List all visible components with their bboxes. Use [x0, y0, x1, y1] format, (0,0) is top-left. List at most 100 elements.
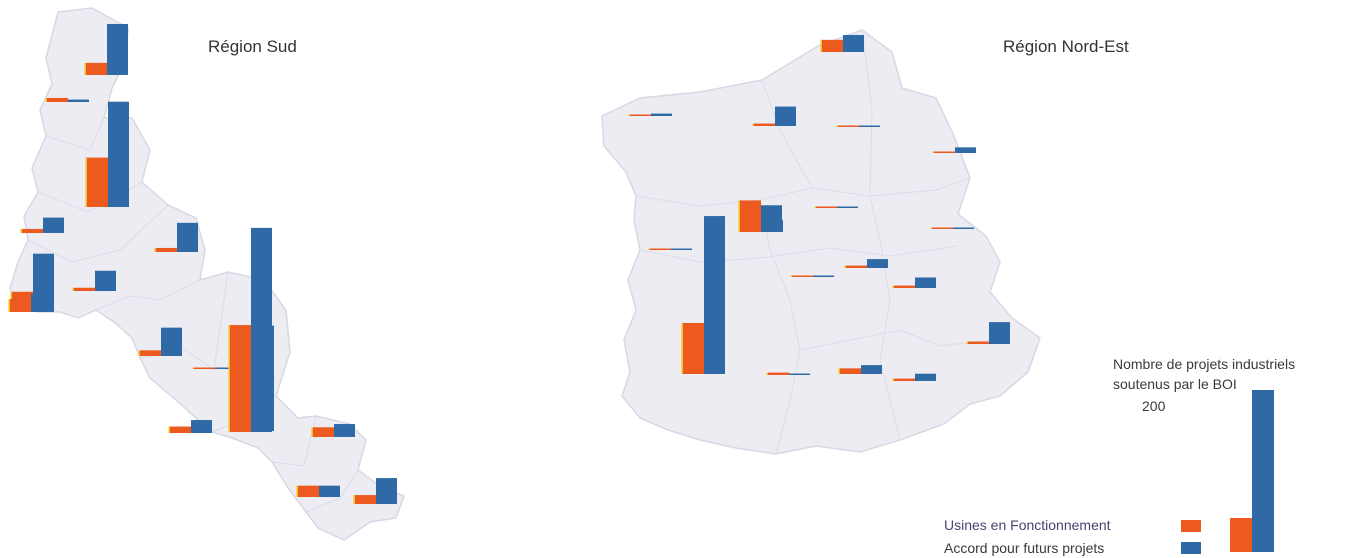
usines-bar-edge — [836, 125, 839, 127]
usines-bar — [87, 157, 108, 207]
legend-reference-bar-usines — [1230, 517, 1252, 552]
usines-bar — [194, 367, 215, 369]
accord-bar — [859, 125, 880, 127]
usines-bar — [816, 206, 837, 208]
usines-bar-edge — [892, 285, 895, 288]
usines-bar-edge — [138, 350, 141, 356]
usines-bar — [22, 228, 43, 233]
usines-bar — [822, 39, 843, 52]
accord-bar — [989, 322, 1010, 344]
usines-bar-edge — [192, 367, 195, 369]
accord-bar — [861, 365, 882, 374]
usines-bar-edge — [930, 227, 933, 229]
usines-bar — [754, 123, 775, 126]
usines-bar-edge — [838, 368, 841, 374]
region-sud-map — [9, 7, 405, 541]
accord-bar — [251, 227, 272, 432]
usines-bar-edge — [844, 265, 847, 268]
region-sud-bars — [8, 23, 397, 504]
legend-reference-bar-accord — [1252, 390, 1274, 552]
usines-bar — [838, 125, 859, 127]
usines-bar — [932, 227, 953, 229]
usines-bar-edge — [84, 62, 87, 75]
usines-bar-edge — [296, 485, 299, 497]
accord-bar — [813, 275, 834, 277]
usines-bar-edge — [85, 157, 88, 207]
usines-bar — [650, 248, 671, 250]
usines-bar-edge — [932, 151, 935, 153]
usines-bar-edge — [20, 228, 23, 233]
usines-bar-edge — [738, 200, 741, 232]
usines-bar-edge — [353, 495, 356, 504]
accord-bar — [704, 216, 725, 374]
usines-bar — [968, 341, 989, 344]
usines-bar-edge — [72, 287, 75, 291]
usines-bar — [170, 426, 191, 433]
usines-bar-edge — [45, 97, 48, 102]
accord-bar — [31, 294, 52, 312]
region-sud-title: Région Sud — [208, 37, 297, 56]
accord-bar — [915, 373, 936, 381]
region-sud-boundary — [27, 204, 169, 263]
accord-bar — [161, 327, 182, 356]
usines-bar-edge — [892, 378, 895, 381]
region-nord-est-boundary — [639, 245, 959, 263]
accord-bar — [177, 222, 198, 252]
accord-bar — [953, 227, 974, 229]
usines-bar — [10, 299, 31, 312]
usines-bar — [313, 427, 334, 437]
region-nord-est-outline — [601, 29, 1041, 455]
accord-bar — [95, 270, 116, 291]
accord-bar — [215, 367, 236, 369]
usines-bar — [355, 495, 376, 504]
accord-bar — [107, 23, 128, 75]
usines-bar — [846, 265, 867, 268]
accord-bar — [319, 485, 340, 497]
usines-bar-edge — [311, 427, 314, 437]
usines-bar-edge — [648, 248, 651, 250]
usines-bar — [768, 372, 789, 375]
accord-bar — [915, 277, 936, 288]
accord-bar — [671, 248, 692, 250]
usines-bar — [298, 485, 319, 497]
accord-bar — [761, 205, 782, 232]
usines-bar — [156, 247, 177, 252]
usines-bar-edge — [681, 322, 684, 374]
region-nord-est-boundary — [759, 199, 801, 455]
usines-bar — [894, 285, 915, 288]
usines-bar — [683, 322, 704, 374]
region-sud-boundary — [45, 117, 105, 151]
legend-title-line2: soutenus par le BOI — [1113, 376, 1237, 392]
usines-bar-edge — [820, 39, 823, 52]
legend-scale-value: 200 — [1142, 398, 1166, 414]
usines-bar-edge — [628, 114, 631, 116]
usines-bar-edge — [228, 325, 231, 432]
legend-accord-label: Accord pour futurs projets — [944, 540, 1104, 556]
accord-bar — [108, 101, 129, 207]
usines-bar-edge — [966, 341, 969, 344]
accord-bar — [334, 424, 355, 437]
region-sud-boundary — [95, 279, 201, 311]
region-nord-est-boundary — [861, 29, 873, 197]
accord-bar — [376, 478, 397, 504]
usines-bar — [630, 114, 651, 116]
region-nord-est-title: Région Nord-Est — [1003, 37, 1129, 56]
accord-bar — [867, 259, 888, 268]
region-sud-boundary — [305, 469, 359, 513]
usines-bar — [792, 275, 813, 277]
usines-bar — [140, 350, 161, 356]
usines-bar — [86, 62, 107, 75]
region-sud-outline — [9, 7, 405, 541]
region-nord-est-boundary — [869, 195, 901, 441]
usines-bar-edge — [790, 275, 793, 277]
accord-bar — [837, 206, 858, 208]
usines-bar-edge — [8, 299, 11, 312]
usines-bar — [230, 325, 251, 432]
usines-bar — [74, 287, 95, 291]
region-nord-est-map — [601, 29, 1041, 455]
region-nord-est-boundary — [761, 79, 813, 189]
usines-bar — [934, 151, 955, 153]
accord-bar — [68, 99, 89, 102]
legend-swatch-usines — [1181, 520, 1201, 532]
accord-bar — [955, 147, 976, 153]
